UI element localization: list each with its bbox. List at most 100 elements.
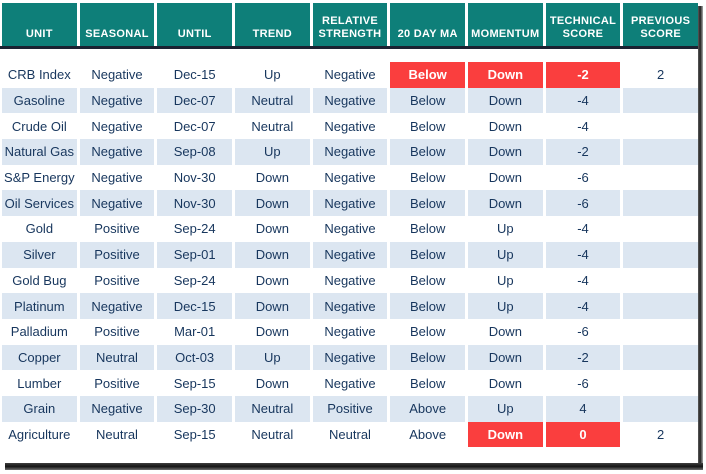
cell-relative-strength: Negative bbox=[312, 216, 388, 242]
cell-until: Dec-07 bbox=[157, 113, 232, 140]
cell-until: Sep-24 bbox=[157, 216, 232, 242]
cell-previous-score bbox=[623, 113, 698, 140]
column-header-technical-score: TECHNICAL SCORE bbox=[545, 3, 621, 46]
cell-trend: Down bbox=[234, 164, 310, 191]
header-divider bbox=[0, 46, 702, 49]
cell-momentum: Down bbox=[467, 344, 543, 371]
cell-technical-score: -2 bbox=[545, 344, 621, 371]
cell-until: Sep-08 bbox=[157, 139, 232, 165]
cell-seasonal: Negative bbox=[79, 164, 155, 191]
cell-20-day-ma: Below bbox=[390, 190, 465, 217]
cell-technical-score: 0 bbox=[545, 421, 621, 448]
cell-20-day-ma: Below bbox=[390, 139, 465, 165]
cell-20-day-ma: Below bbox=[390, 113, 465, 140]
cell-previous-score: 2 bbox=[623, 421, 698, 448]
cell-seasonal: Negative bbox=[79, 87, 155, 114]
cell-trend: Down bbox=[234, 267, 310, 294]
cell-previous-score bbox=[623, 216, 698, 242]
column-header-trend: TREND bbox=[234, 3, 310, 46]
cell-previous-score bbox=[623, 241, 698, 268]
cell-trend: Down bbox=[234, 318, 310, 345]
table-header-row: UNIT SEASONAL UNTIL TREND RELATIVE STRENGTH 2… bbox=[2, 3, 698, 46]
cell-unit: Copper bbox=[2, 344, 77, 371]
cell-20-day-ma: Below bbox=[390, 164, 465, 191]
cell-momentum: Down bbox=[467, 318, 543, 345]
cell-seasonal: Positive bbox=[79, 216, 155, 242]
cell-technical-score: -4 bbox=[545, 87, 621, 114]
cell-previous-score bbox=[623, 164, 698, 191]
column-header-previous-score: PREVIOUS SCORE bbox=[623, 3, 698, 46]
cell-seasonal: Positive bbox=[79, 241, 155, 268]
cell-unit: Agriculture bbox=[2, 421, 77, 448]
cell-unit: Silver bbox=[2, 241, 77, 268]
cell-20-day-ma: Below bbox=[390, 241, 465, 268]
cell-until: Sep-01 bbox=[157, 241, 232, 268]
cell-technical-score: -4 bbox=[545, 216, 621, 242]
cell-momentum: Up bbox=[467, 267, 543, 294]
cell-until: Sep-30 bbox=[157, 395, 232, 422]
header-spacer bbox=[2, 49, 698, 62]
cell-technical-score: -6 bbox=[545, 190, 621, 217]
cell-relative-strength: Positive bbox=[312, 395, 388, 422]
cell-unit: Grain bbox=[2, 395, 77, 422]
cell-previous-score bbox=[623, 87, 698, 114]
cell-previous-score bbox=[623, 318, 698, 345]
cell-technical-score: -6 bbox=[545, 318, 621, 345]
cell-relative-strength: Negative bbox=[312, 113, 388, 140]
frame-shadow-right bbox=[698, 6, 703, 470]
cell-unit: Lumber bbox=[2, 370, 77, 396]
cell-relative-strength: Negative bbox=[312, 164, 388, 191]
cell-20-day-ma: Below bbox=[390, 267, 465, 294]
cell-previous-score bbox=[623, 139, 698, 165]
cell-relative-strength: Neutral bbox=[312, 421, 388, 448]
cell-momentum: Down bbox=[467, 87, 543, 114]
cell-until: Dec-15 bbox=[157, 62, 232, 88]
cell-technical-score: -6 bbox=[545, 164, 621, 191]
cell-previous-score bbox=[623, 395, 698, 422]
cell-trend: Up bbox=[234, 344, 310, 371]
cell-relative-strength: Negative bbox=[312, 139, 388, 165]
cell-previous-score bbox=[623, 190, 698, 217]
cell-seasonal: Negative bbox=[79, 395, 155, 422]
cell-relative-strength: Negative bbox=[312, 62, 388, 88]
cell-until: Mar-01 bbox=[157, 318, 232, 345]
cell-trend: Down bbox=[234, 190, 310, 217]
cell-until: Dec-15 bbox=[157, 293, 232, 319]
cell-seasonal: Neutral bbox=[79, 421, 155, 448]
cell-trend: Down bbox=[234, 216, 310, 242]
cell-previous-score bbox=[623, 293, 698, 319]
cell-seasonal: Positive bbox=[79, 370, 155, 396]
cell-technical-score: -2 bbox=[545, 139, 621, 165]
cell-until: Nov-30 bbox=[157, 164, 232, 191]
column-header-20-day-ma: 20 DAY MA bbox=[390, 3, 465, 46]
cell-20-day-ma: Below bbox=[390, 216, 465, 242]
cell-relative-strength: Negative bbox=[312, 241, 388, 268]
column-header-until: UNTIL bbox=[157, 3, 232, 46]
column-header-momentum: MOMENTUM bbox=[467, 3, 543, 46]
cell-unit: CRB Index bbox=[2, 62, 77, 88]
cell-momentum: Down bbox=[467, 370, 543, 396]
cell-until: Dec-07 bbox=[157, 87, 232, 114]
cell-until: Sep-15 bbox=[157, 370, 232, 396]
cell-trend: Neutral bbox=[234, 395, 310, 422]
cell-relative-strength: Negative bbox=[312, 344, 388, 371]
cell-technical-score: -2 bbox=[545, 62, 621, 88]
cell-until: Sep-24 bbox=[157, 267, 232, 294]
cell-until: Nov-30 bbox=[157, 190, 232, 217]
cell-momentum: Down bbox=[467, 421, 543, 448]
cell-trend: Down bbox=[234, 370, 310, 396]
frame-shadow-bottom bbox=[5, 463, 703, 470]
cell-relative-strength: Negative bbox=[312, 318, 388, 345]
cell-until: Oct-03 bbox=[157, 344, 232, 371]
cell-momentum: Down bbox=[467, 113, 543, 140]
cell-trend: Neutral bbox=[234, 421, 310, 448]
cell-technical-score: -4 bbox=[545, 293, 621, 319]
cell-unit: Gold Bug bbox=[2, 267, 77, 294]
cell-momentum: Down bbox=[467, 164, 543, 191]
cell-momentum: Down bbox=[467, 190, 543, 217]
cell-trend: Down bbox=[234, 241, 310, 268]
cell-20-day-ma: Above bbox=[390, 395, 465, 422]
column-header-seasonal: SEASONAL bbox=[79, 3, 155, 46]
table-body: CRB Index Negative Dec-15 Up Negative Below Do… bbox=[2, 62, 698, 448]
